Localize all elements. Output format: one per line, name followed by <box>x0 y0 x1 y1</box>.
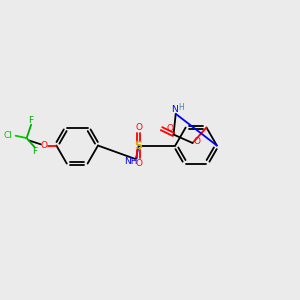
Text: Cl: Cl <box>3 131 12 140</box>
Text: N: N <box>171 105 178 114</box>
Text: O: O <box>167 124 174 133</box>
Text: H: H <box>178 103 184 112</box>
Text: S: S <box>135 140 143 151</box>
Text: O: O <box>135 123 142 132</box>
Text: F: F <box>32 147 38 156</box>
Text: O: O <box>193 137 200 146</box>
Text: NH: NH <box>124 157 137 166</box>
Text: O: O <box>135 159 142 168</box>
Text: O: O <box>41 141 48 150</box>
Text: F: F <box>28 116 34 125</box>
